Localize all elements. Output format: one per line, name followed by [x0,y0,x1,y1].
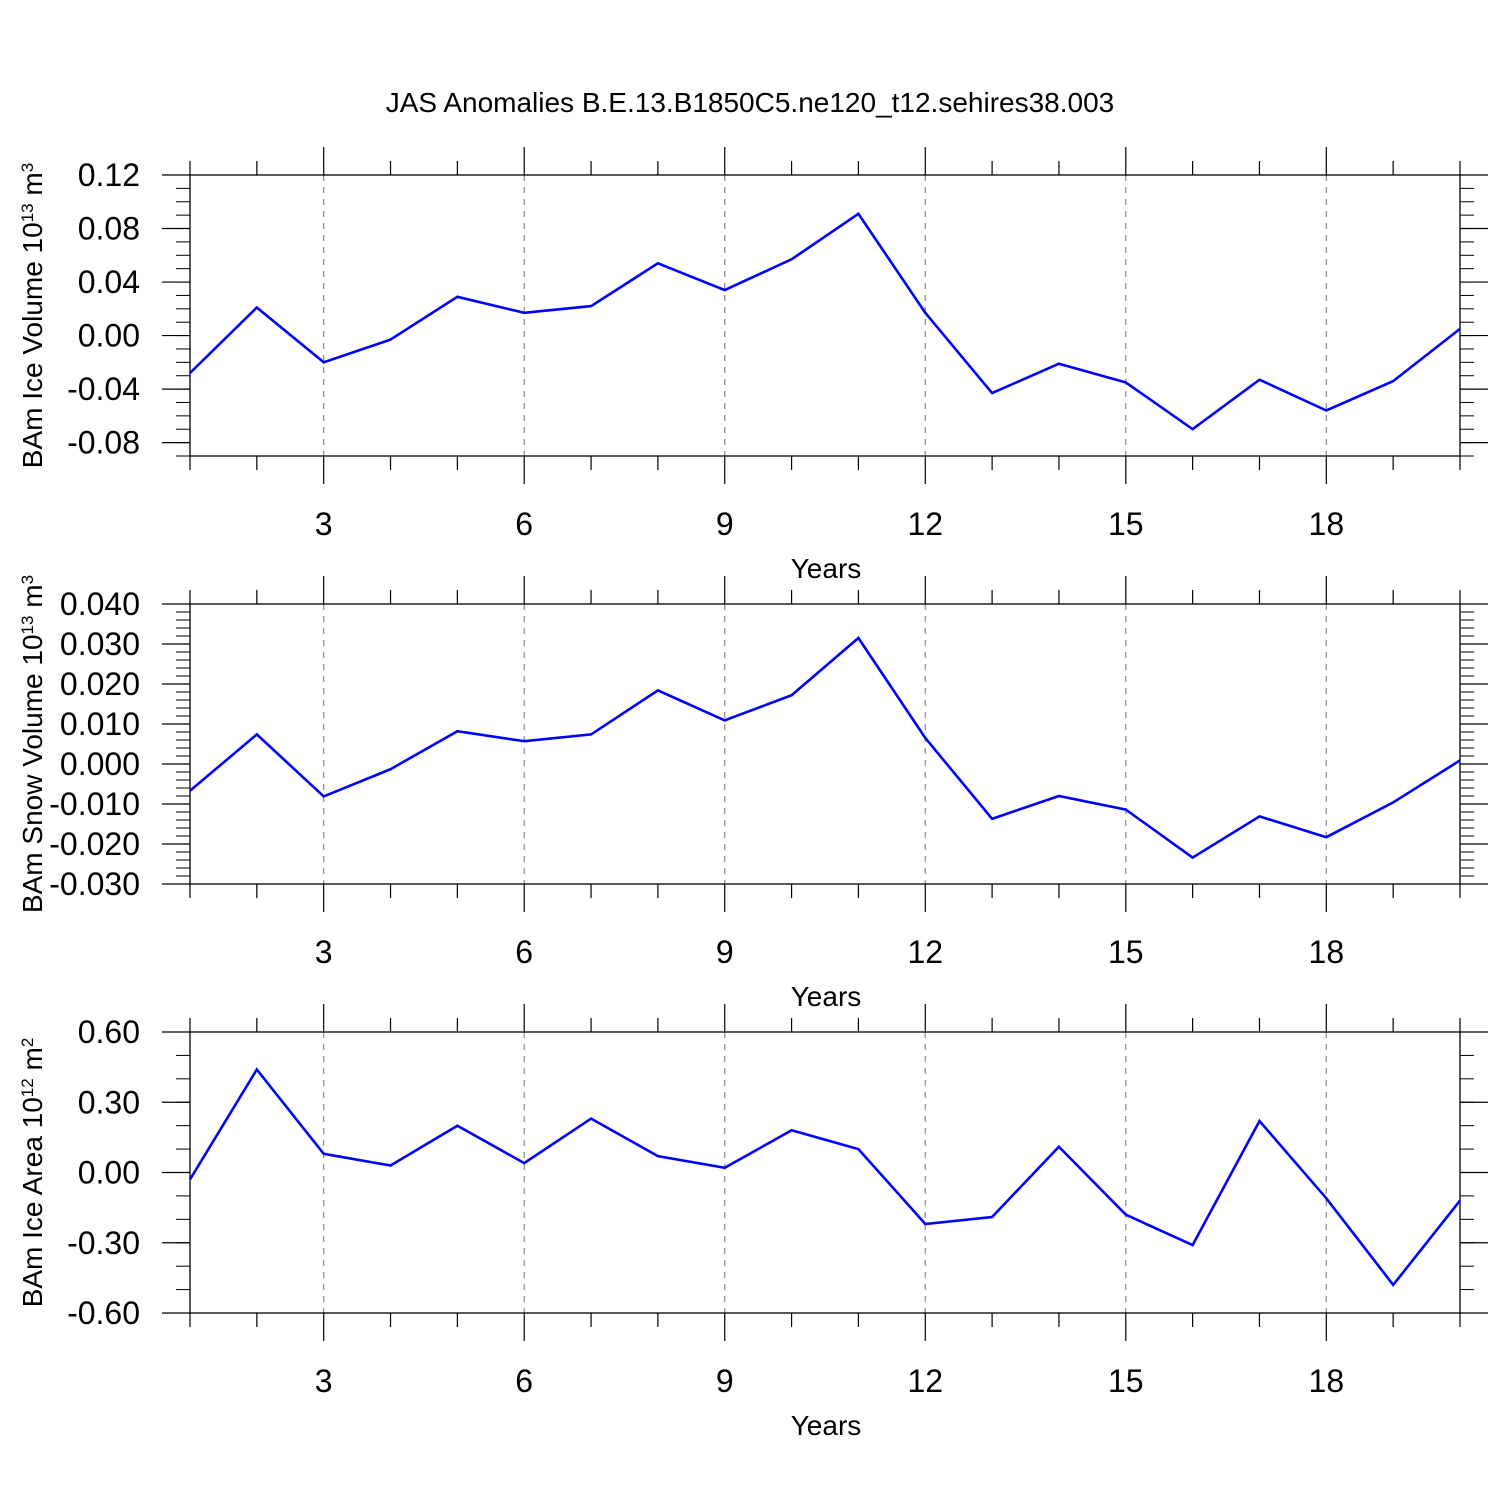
y-tick-label: 0.000 [60,746,140,782]
plot-frame [189,1031,1461,1314]
y-tick-label: -0.04 [67,371,140,407]
y-axis-label-superscript: 3 [18,163,37,172]
y-tick-label: 0.08 [78,211,140,247]
x-tick-label: 6 [515,1363,533,1399]
y-tick-label: 0.30 [78,1084,140,1120]
y-axis-label-text: BAm Ice Area 10 [17,1097,48,1307]
y-axis-label-superscript: 12 [18,1078,37,1097]
x-tick-label: 12 [907,934,943,970]
y-tick-label: 0.04 [78,264,140,300]
y-tick-label: 0.60 [78,1014,140,1050]
x-tick-label: 9 [716,934,734,970]
x-tick-label: 15 [1108,506,1144,542]
y-axis-label-superscript: 13 [18,203,37,222]
y-tick-label: 0.00 [78,1155,140,1191]
y-tick-label: -0.30 [67,1225,140,1261]
plot-frame [189,603,1461,885]
y-axis-label-text: m [17,172,48,203]
x-tick-label: 6 [515,506,533,542]
y-axis-label-text: m [17,1047,48,1078]
chart-panels: 3 6 9 12 15 18 -0.08 -0.04 0.00 0.04 0.08 0.12 Years… [17,147,1488,1441]
x-axis-label: Years [791,553,862,584]
series-line [188,1067,1462,1288]
y-axis-label-text: m [17,584,48,615]
y-axis-label: BAm Ice Area 1012 m2 [17,1038,48,1308]
y-axis-label: BAm Snow Volume 1013 m3 [17,575,48,913]
chart-panel-2: 3 6 9 12 15 18 -0.030 -0.020 -0.010 0.000 0.010 0.0… [17,575,1488,1012]
x-tick-label: 3 [315,1363,333,1399]
y-axis-label-superscript: 3 [18,575,37,584]
y-tick-label: -0.010 [49,786,140,822]
x-tick-label: 9 [716,1363,734,1399]
series-line [189,636,1461,860]
y-axis-label-superscript: 2 [18,1038,37,1047]
x-axis-label: Years [791,981,862,1012]
y-tick-label: 0.030 [60,626,140,662]
y-tick-label: -0.60 [67,1295,140,1331]
x-axis-label: Years [791,1410,862,1441]
y-tick-label: -0.020 [49,826,140,862]
y-tick-label: 0.040 [60,586,140,622]
x-tick-label: 3 [315,934,333,970]
figure-title: JAS Anomalies B.E.13.B1850C5.ne120_t12.s… [386,87,1115,118]
chart-panel-1: 3 6 9 12 15 18 -0.08 -0.04 0.00 0.04 0.08 0.12 Years… [17,147,1488,584]
x-tick-label: 18 [1309,506,1345,542]
y-tick-label: 0.00 [78,318,140,354]
x-tick-label: 12 [907,1363,943,1399]
y-axis-label-text: BAm Snow Volume 10 [17,634,48,913]
x-tick-label: 18 [1309,1363,1345,1399]
y-axis-label-text: BAm Ice Volume 10 [17,222,48,468]
y-tick-label: 0.020 [60,666,140,702]
y-axis-label-superscript: 13 [18,616,37,635]
x-tick-label: 3 [315,506,333,542]
plot-frame [189,174,1461,457]
y-tick-label: 0.12 [78,157,140,193]
y-tick-label: 0.010 [60,706,140,742]
x-tick-label: 6 [515,934,533,970]
x-tick-label: 9 [716,506,734,542]
chart-panel-3: 3 6 9 12 15 18 -0.60 -0.30 0.00 0.30 0.60 Years BAm … [17,1004,1488,1441]
series-line [189,211,1461,431]
x-tick-label: 15 [1108,934,1144,970]
y-tick-label: -0.08 [67,425,140,461]
y-axis-label: BAm Ice Volume 1013 m3 [17,163,48,468]
x-tick-label: 18 [1309,934,1345,970]
x-tick-label: 12 [907,506,943,542]
x-tick-label: 15 [1108,1363,1144,1399]
y-tick-label: -0.030 [49,866,140,902]
